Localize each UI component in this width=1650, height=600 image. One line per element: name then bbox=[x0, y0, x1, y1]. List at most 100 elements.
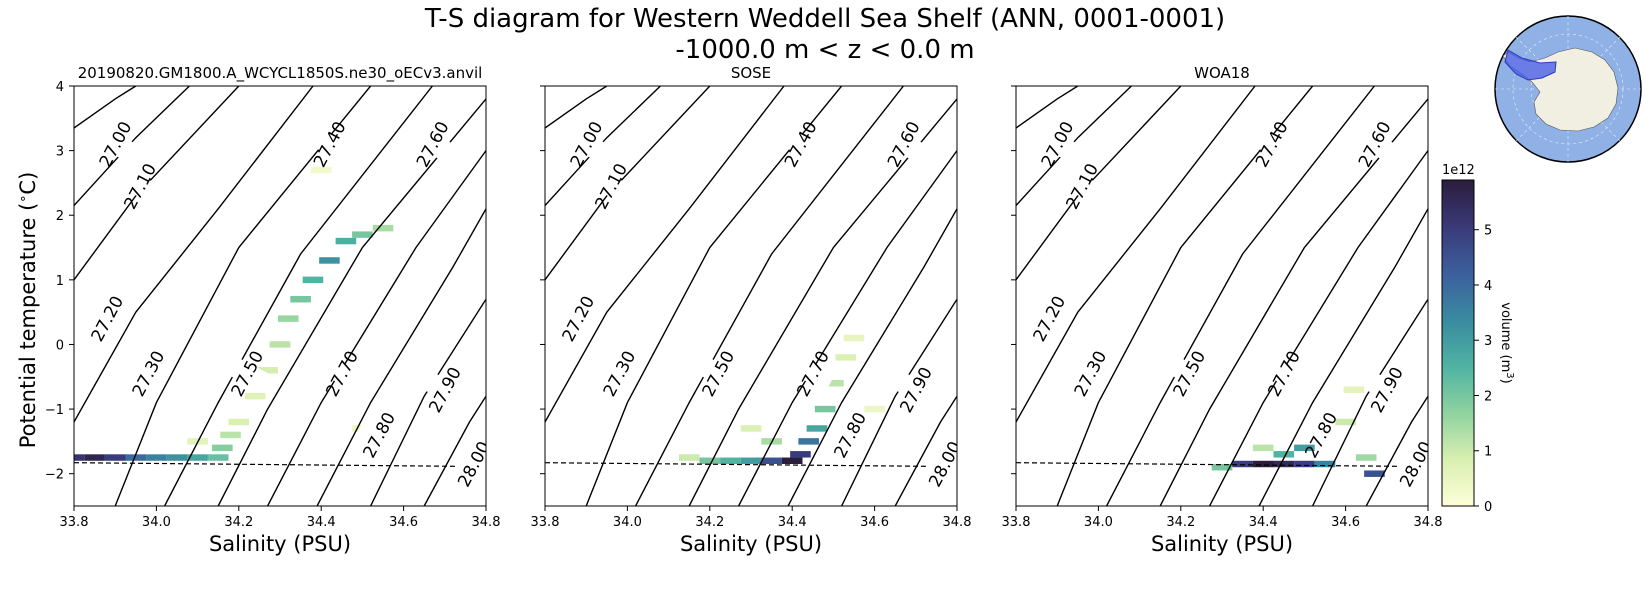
y-tick-label: −1 bbox=[45, 403, 64, 418]
heatmap-bin bbox=[823, 380, 844, 387]
contour-label-bg bbox=[1249, 125, 1294, 163]
contour-label-bg bbox=[1067, 355, 1113, 392]
heatmap-bin bbox=[335, 237, 357, 245]
isopycnal-contour bbox=[74, 86, 190, 206]
y-tick-label: 2 bbox=[56, 209, 64, 224]
subplot-title: SOSE bbox=[731, 64, 771, 82]
x-tick-label: 34.6 bbox=[389, 515, 418, 530]
figure-title-line1: T-S diagram for Western Weddell Sea Shel… bbox=[424, 4, 1225, 34]
isopycnal-contour bbox=[1016, 86, 1132, 206]
isopycnal-contour bbox=[545, 86, 711, 281]
heatmap-bin bbox=[1273, 451, 1295, 458]
heatmap-bin bbox=[228, 418, 250, 426]
heatmap-bin bbox=[310, 166, 332, 174]
x-tick-label: 34.8 bbox=[1414, 515, 1443, 530]
isopycnal-contour bbox=[423, 395, 486, 506]
freezing-line bbox=[74, 462, 486, 468]
plot-area: 27.0027.1027.2027.3027.4027.5027.6027.70… bbox=[1016, 86, 1428, 506]
isopycnal-contour bbox=[545, 86, 785, 423]
x-tick-label: 34.8 bbox=[943, 515, 972, 530]
colorbar-tick-label: 0 bbox=[1484, 500, 1492, 515]
freezing-line bbox=[1016, 462, 1428, 468]
heatmap-bin bbox=[761, 457, 782, 464]
heatmap-bin bbox=[290, 296, 311, 303]
heatmap-bin bbox=[1314, 460, 1336, 468]
heatmap-bin bbox=[277, 315, 299, 322]
heatmap-bin bbox=[1364, 470, 1385, 477]
heatmap-bin bbox=[125, 454, 147, 461]
heatmap-bin bbox=[1273, 460, 1295, 468]
colorbar-label-sup: 3 bbox=[1504, 372, 1515, 378]
weddell-region-highlight bbox=[1504, 49, 1557, 81]
isopycnal-contour bbox=[737, 150, 957, 506]
contour-label-bg bbox=[224, 355, 270, 392]
contour-label-bg bbox=[1166, 355, 1212, 392]
colorbar-tick-label: 2 bbox=[1484, 389, 1492, 404]
x-axis-label: Salinity (PSU) bbox=[209, 532, 351, 556]
contour-label-bg bbox=[92, 125, 138, 163]
colorbar-tick-label: 5 bbox=[1484, 224, 1492, 239]
contour-label-bg bbox=[1034, 125, 1080, 163]
contour-label-bg bbox=[1364, 371, 1410, 408]
heatmap-bin bbox=[814, 405, 836, 413]
colorbar-tick-label: 1 bbox=[1484, 445, 1492, 460]
heatmap-bin bbox=[104, 454, 126, 461]
y-tick-label: −2 bbox=[45, 468, 64, 483]
colorbar-tick-label: 4 bbox=[1484, 279, 1492, 294]
contour-label-bg bbox=[422, 371, 468, 408]
x-axis-label: Salinity (PSU) bbox=[680, 532, 822, 556]
isopycnal-contour bbox=[545, 86, 661, 206]
x-tick-label: 34.4 bbox=[1249, 515, 1278, 530]
contour-label-bg bbox=[695, 355, 741, 392]
isopycnal-contour bbox=[74, 86, 314, 423]
x-tick-label: 34.2 bbox=[224, 515, 253, 530]
heatmap-bin bbox=[1355, 454, 1377, 461]
heatmap-bin bbox=[372, 224, 394, 232]
heatmap-bin bbox=[244, 392, 266, 400]
isopycnal-contour bbox=[1311, 298, 1428, 506]
isopycnal-contour bbox=[894, 395, 957, 506]
x-tick-label: 33.8 bbox=[60, 515, 89, 530]
y-tick-label: 0 bbox=[56, 338, 64, 353]
heatmap-bin bbox=[166, 454, 188, 461]
isopycnal-contour bbox=[840, 298, 957, 506]
x-tick-label: 34.6 bbox=[1331, 515, 1360, 530]
x-tick-label: 34.4 bbox=[778, 515, 807, 530]
panel-sose: 27.0027.1027.2027.3027.4027.5027.6027.70… bbox=[531, 64, 972, 556]
x-tick-label: 34.8 bbox=[472, 515, 501, 530]
heatmap-bin bbox=[302, 276, 324, 284]
heatmap-bin bbox=[1335, 418, 1356, 426]
panel-model: 27.0027.1027.2027.3027.4027.5027.6027.70… bbox=[45, 64, 501, 556]
heatmap-bin bbox=[790, 451, 811, 458]
contour-label-bg bbox=[827, 416, 873, 454]
heatmap-bin bbox=[806, 425, 828, 432]
isopycnal-contour bbox=[316, 208, 486, 506]
heatmap-bin bbox=[740, 425, 762, 432]
heatmap-bin bbox=[843, 334, 865, 342]
contour-label-bg bbox=[922, 445, 957, 483]
heatmap-bin bbox=[699, 457, 721, 464]
colorbar-label: volume (m3) bbox=[1498, 302, 1515, 383]
isopycnal-contour bbox=[545, 86, 608, 129]
x-tick-label: 34.2 bbox=[1166, 515, 1195, 530]
y-tick-label: 3 bbox=[56, 145, 64, 160]
heatmap-bin bbox=[74, 454, 85, 461]
contour-label-bg bbox=[410, 125, 455, 163]
isopycnal-contour bbox=[1208, 150, 1428, 506]
contour-label-bg bbox=[1393, 445, 1428, 483]
heatmap-bin bbox=[1252, 444, 1274, 452]
contour-label-bg bbox=[555, 300, 601, 337]
y-axis-label-end: C) bbox=[16, 172, 40, 195]
heatmap-bin bbox=[257, 367, 278, 374]
contour-label-bg bbox=[451, 445, 486, 483]
heatmap-bin bbox=[720, 457, 741, 464]
isopycnal-contour bbox=[74, 86, 240, 281]
heatmap-bin bbox=[835, 354, 857, 361]
isopycnal-contour bbox=[1056, 86, 1314, 506]
x-tick-label: 34.0 bbox=[613, 515, 642, 530]
contour-label-bg bbox=[356, 416, 402, 454]
heatmap-bin bbox=[678, 454, 700, 461]
heatmap-bin bbox=[1211, 464, 1233, 471]
x-tick-label: 34.6 bbox=[860, 515, 889, 530]
